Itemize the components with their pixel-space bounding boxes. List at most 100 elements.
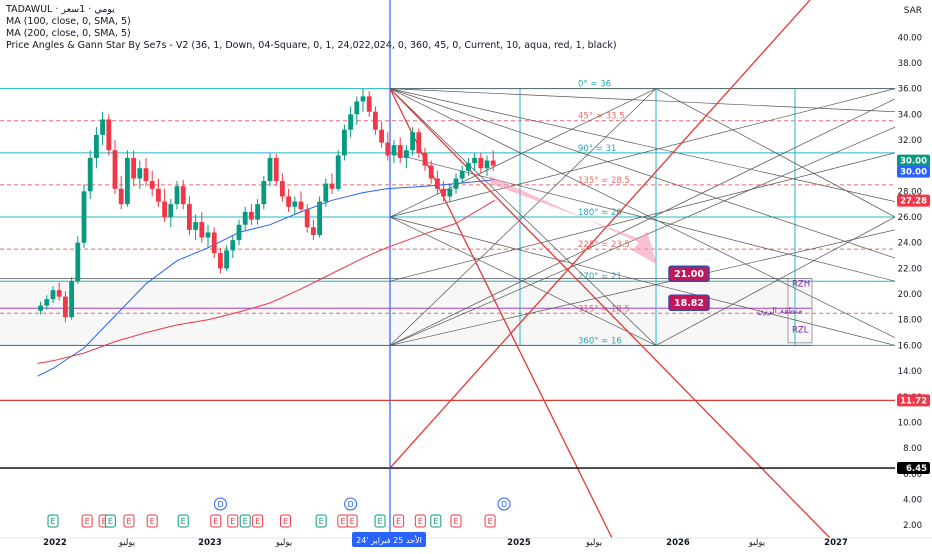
candle-body xyxy=(131,157,136,179)
candle xyxy=(156,178,161,207)
symbol-title[interactable]: TADAWUL · يومي · 1سعر xyxy=(6,4,115,15)
gann-star-line xyxy=(655,88,896,218)
gann-star-line xyxy=(389,98,896,346)
time-axis-tick: 2026 xyxy=(666,538,690,548)
dividend-marker-circle xyxy=(344,497,358,511)
candle xyxy=(335,150,341,192)
candle xyxy=(348,106,353,138)
earnings-marker-text: E xyxy=(230,517,235,526)
earnings-marker-icon: E xyxy=(430,514,442,528)
candle xyxy=(199,211,205,243)
price-axis-tick: 28.00 xyxy=(898,187,922,197)
candle xyxy=(50,286,56,304)
price-axis-bg xyxy=(895,0,932,538)
dividend-marker-text: D xyxy=(217,500,223,509)
candle xyxy=(143,157,149,187)
candle xyxy=(56,282,62,301)
candle-body xyxy=(416,132,422,153)
target-box xyxy=(668,294,710,311)
zone-box xyxy=(787,278,813,344)
candle-body xyxy=(317,201,322,235)
gann-star-line xyxy=(389,88,896,339)
candle-body xyxy=(428,165,434,179)
price-axis-tick: 4.00 xyxy=(903,495,922,505)
cursor-date-label: الأحد 25 فبراير '24 xyxy=(356,535,422,545)
earnings-marker-text: E xyxy=(243,517,248,526)
currency-label[interactable]: SAR xyxy=(903,6,922,16)
candle xyxy=(249,204,254,225)
candle xyxy=(162,188,167,223)
candle-body xyxy=(466,163,471,171)
candle-body xyxy=(118,188,124,205)
earnings-marker-text: E xyxy=(108,517,113,526)
candle-body xyxy=(410,132,415,151)
earnings-marker-icon: E xyxy=(280,514,291,528)
candle xyxy=(125,150,130,207)
earnings-marker-box xyxy=(315,514,327,528)
earnings-marker-box xyxy=(280,514,291,528)
gann-star-line xyxy=(389,88,896,113)
price-axis-tick: 20.00 xyxy=(898,290,922,300)
earnings-marker-text: E xyxy=(418,517,423,526)
earnings-marker-icon: E xyxy=(104,514,116,528)
dividend-marker-icon: D xyxy=(497,497,511,511)
candle xyxy=(44,295,50,310)
ma100-legend[interactable]: MA (100, close, 0, SMA, 5) xyxy=(6,16,131,27)
candle-body xyxy=(236,224,242,241)
candle-body xyxy=(44,299,50,306)
earnings-marker-text: E xyxy=(126,517,131,526)
indicator-legend[interactable]: Price Angles & Gann Star By Se7s - V2 (3… xyxy=(6,40,617,51)
price-axis-tick: 2.00 xyxy=(903,521,922,531)
candle xyxy=(193,214,198,241)
candle xyxy=(236,219,242,246)
candle xyxy=(112,139,118,194)
earnings-marker-icon: E xyxy=(374,514,386,528)
target-box xyxy=(668,265,710,282)
earnings-marker-box xyxy=(346,514,358,528)
earnings-marker-text: E xyxy=(50,517,55,526)
candle xyxy=(230,234,236,259)
time-axis-tick: 2023 xyxy=(198,538,222,548)
earnings-marker-box xyxy=(484,514,496,528)
candle-body xyxy=(379,129,384,143)
earnings-marker-box xyxy=(104,514,116,528)
ma-line xyxy=(37,199,495,364)
candle-body xyxy=(453,178,459,189)
candle xyxy=(416,128,422,158)
candle xyxy=(441,181,446,202)
earnings-marker-box xyxy=(239,514,251,528)
dividend-marker-text: D xyxy=(501,500,507,509)
candle xyxy=(484,155,490,176)
candle-body xyxy=(137,168,143,179)
candle-body xyxy=(459,170,465,179)
candle xyxy=(100,111,105,146)
candle-body xyxy=(112,150,118,189)
earnings-marker-box xyxy=(177,514,189,528)
candle xyxy=(205,224,211,248)
candle-body xyxy=(218,252,223,269)
earnings-marker-text: E xyxy=(85,517,90,526)
candle xyxy=(397,137,403,164)
zone-label-rzh: RZH xyxy=(792,279,810,289)
candle xyxy=(435,170,440,194)
candle-body xyxy=(168,204,174,218)
candle-body xyxy=(56,290,62,297)
candle xyxy=(242,206,248,230)
ma200-legend[interactable]: MA (200, close, 0, SMA, 5) xyxy=(6,28,131,39)
candle-body xyxy=(323,183,329,202)
candle xyxy=(360,88,366,112)
candle xyxy=(304,204,310,233)
candle xyxy=(168,199,174,228)
candle xyxy=(137,160,143,189)
zone-label-rzl: RZL xyxy=(792,326,809,336)
earnings-marker-icon: E xyxy=(81,514,93,528)
target-label-18-82: 18.82 xyxy=(674,298,704,309)
candle xyxy=(224,245,229,271)
candle-body xyxy=(360,96,366,102)
candle-body xyxy=(162,201,167,218)
price-axis-tick: 6.00 xyxy=(903,470,922,480)
earnings-marker-box xyxy=(430,514,442,528)
price-axis-tick: 34.00 xyxy=(898,110,922,120)
